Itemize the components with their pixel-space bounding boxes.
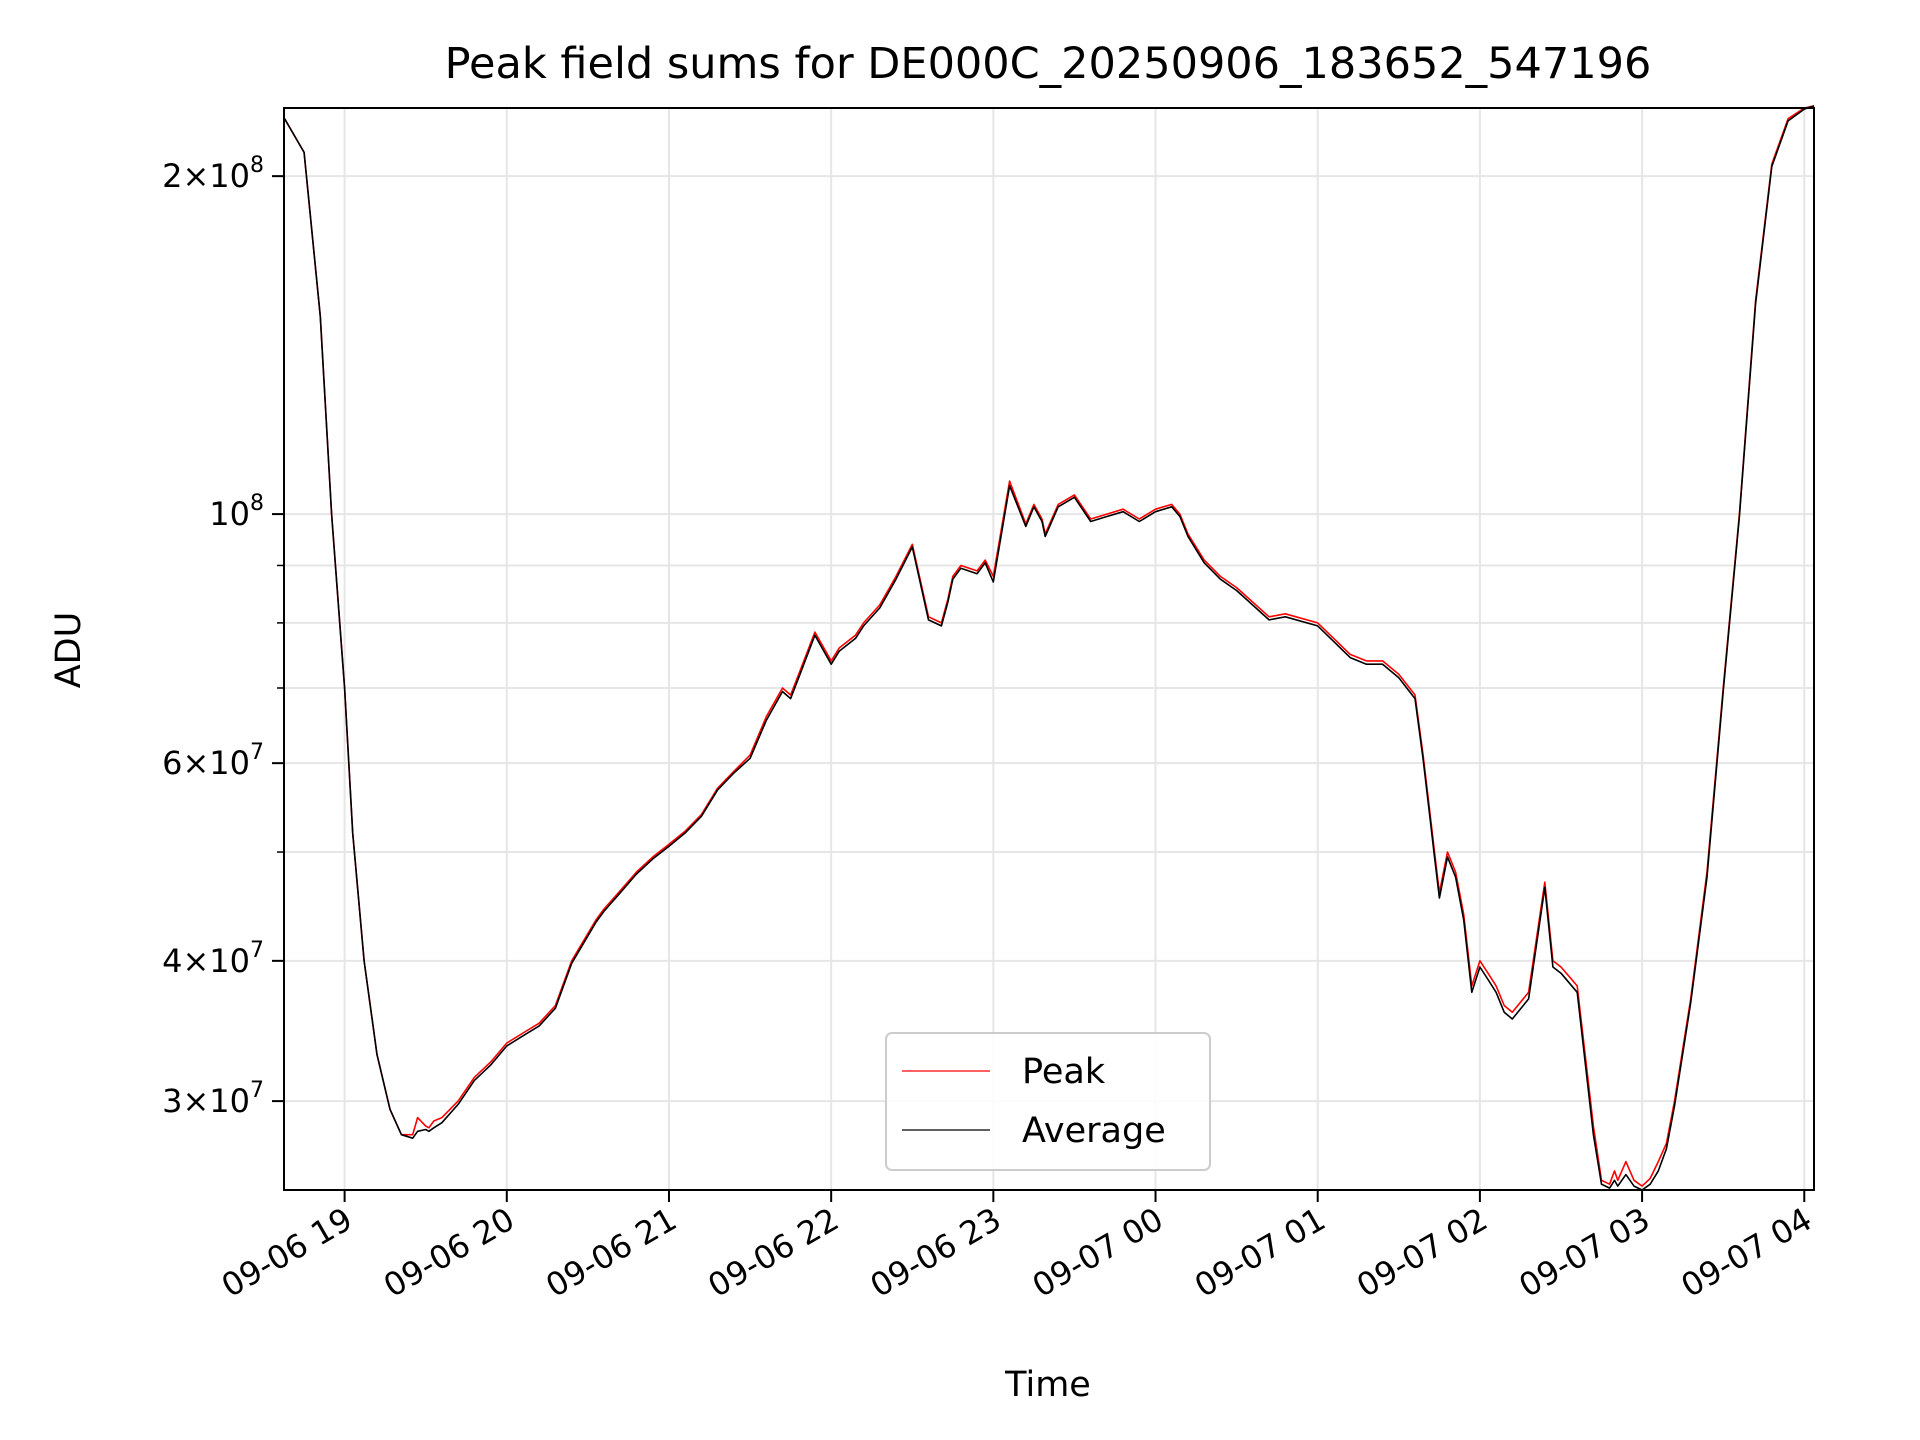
grid xyxy=(284,108,1814,1190)
x-axis-label: Time xyxy=(1004,1365,1091,1405)
legend-box xyxy=(885,1032,1211,1171)
x-tick-label: 09-06 21 xyxy=(539,1200,683,1305)
x-tick-label: 09-07 04 xyxy=(1675,1200,1819,1305)
y-tick-label: 6×107 xyxy=(162,740,264,782)
series-layer xyxy=(283,105,1815,1191)
x-tick-label: 09-06 20 xyxy=(377,1200,521,1305)
y-tick-label: 108 xyxy=(209,491,264,533)
x-tick-label: 09-07 03 xyxy=(1512,1200,1656,1305)
legend: Peak Average xyxy=(885,1032,1211,1171)
y-tick-label: 2×108 xyxy=(162,153,264,195)
y-tick-label: 3×107 xyxy=(162,1078,264,1120)
x-tick-label: 09-06 23 xyxy=(864,1200,1008,1305)
chart-title: Peak field sums for DE000C_20250906_1836… xyxy=(445,39,1652,89)
y-axis-label: ADU xyxy=(49,612,89,689)
legend-peak-label: Peak xyxy=(1022,1052,1106,1092)
series-line-average xyxy=(283,105,1815,1191)
x-tick-label: 09-06 19 xyxy=(215,1200,359,1305)
y-tick-label: 4×107 xyxy=(162,938,264,980)
x-tick-label: 09-07 02 xyxy=(1350,1200,1494,1305)
series-line-peak xyxy=(283,105,1815,1187)
x-tick-label: 09-06 22 xyxy=(702,1200,846,1305)
y-axis: 3×107 4×107 6×107 108 2×108 xyxy=(162,153,284,1120)
legend-average-label: Average xyxy=(1022,1111,1166,1151)
plot-area-frame xyxy=(283,107,1815,1191)
x-tick-label: 09-07 01 xyxy=(1188,1200,1332,1305)
x-axis: 09-06 19 09-06 20 09-06 21 09-06 22 09-06 23… xyxy=(215,1190,1818,1305)
x-tick-label: 09-07 00 xyxy=(1026,1200,1170,1305)
